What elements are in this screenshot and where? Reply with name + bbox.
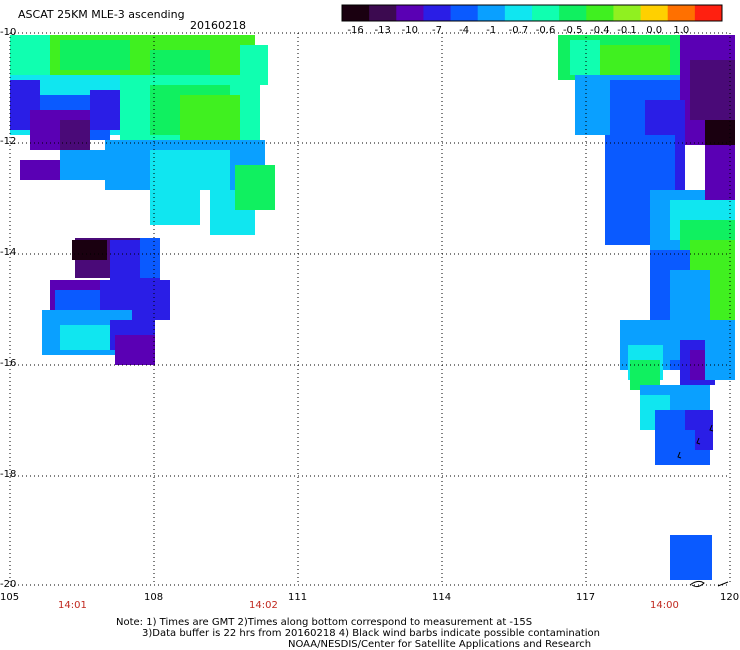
lat-label-18: -18 xyxy=(0,469,17,480)
colorbar-segment xyxy=(532,5,560,21)
colorbar-label: -0.5 xyxy=(562,25,583,36)
colorbar-segment xyxy=(613,5,642,21)
lon-label-117: 117 xyxy=(576,592,596,603)
colorbar-label: -0.1 xyxy=(617,25,637,36)
colorbar-segment xyxy=(694,5,723,21)
swath-cell xyxy=(150,185,200,225)
swath-cell xyxy=(10,35,50,80)
coastline xyxy=(689,580,705,588)
wind-barb xyxy=(696,437,701,445)
time-label-left: 14:01 xyxy=(58,600,87,611)
swath-cell xyxy=(10,35,255,75)
swath-cell xyxy=(235,165,275,210)
swath-cell xyxy=(20,160,70,180)
lat-label-10: -10 xyxy=(0,27,17,38)
wind-barb xyxy=(677,451,682,459)
colorbar-frame xyxy=(341,4,723,22)
colorbar-segment xyxy=(667,5,696,21)
time-label-right: 14:00 xyxy=(650,600,679,611)
swath-cell xyxy=(570,40,600,75)
colorbar-label: -0.7 xyxy=(508,25,529,36)
swath-cell xyxy=(600,45,670,75)
colorbar-segment xyxy=(396,5,424,21)
map-title: ASCAT 25KM MLE-3 ascending xyxy=(18,8,185,21)
colorbar-segment xyxy=(477,5,506,21)
colorbar-segment xyxy=(504,5,533,21)
lon-label-108: 108 xyxy=(144,592,164,603)
swath-cell xyxy=(670,535,712,580)
colorbar-label: -10 xyxy=(401,25,419,36)
swath-cell xyxy=(690,60,735,120)
note-line-1: Note: 1) Times are GMT 2)Times along bot… xyxy=(116,617,533,628)
swath-cell xyxy=(140,238,160,278)
map-date: 20160218 xyxy=(190,19,246,32)
colorbar-label: -13 xyxy=(374,25,391,36)
swath-cell xyxy=(60,150,105,180)
swath-cell xyxy=(115,335,155,365)
colorbar-segment xyxy=(640,5,669,21)
lon-label-120: 120 xyxy=(720,592,740,603)
colorbar-label: -1 xyxy=(486,25,497,36)
colorbar-segment xyxy=(342,5,370,21)
lat-label-12: -12 xyxy=(0,136,17,147)
swath-cell xyxy=(180,95,240,140)
lon-label-114: 114 xyxy=(432,592,452,603)
colorbar-label: -4 xyxy=(459,25,470,36)
swath-cell xyxy=(60,325,115,350)
swath-cell xyxy=(60,120,90,150)
colorbar-label: -0.6 xyxy=(535,25,556,36)
colorbar-segment xyxy=(369,5,397,21)
coastline xyxy=(717,581,729,587)
swath-cell xyxy=(150,150,230,190)
lat-label-20: -20 xyxy=(0,579,17,590)
note-line-2: 3)Data buffer is 22 hrs from 20160218 4)… xyxy=(142,628,600,639)
colorbar-label: -16 xyxy=(347,25,364,36)
lat-label-14: -14 xyxy=(0,247,17,258)
lat-label-16: -16 xyxy=(0,358,17,369)
colorbar-label: 0.0 xyxy=(646,25,663,36)
swath-cell xyxy=(705,120,735,145)
colorbar-segment xyxy=(423,5,452,21)
lon-label-105: 105 xyxy=(0,592,20,603)
swath-cell xyxy=(705,145,735,200)
swath-cell xyxy=(60,40,130,70)
colorbar-segment xyxy=(559,5,587,21)
note-line-3: NOAA/NESDIS/Center for Satellite Applica… xyxy=(288,639,592,650)
colorbar-label: -0.4 xyxy=(590,25,610,36)
swath-cell xyxy=(655,430,695,465)
wind-barb xyxy=(709,424,714,432)
time-label-middle: 14:02 xyxy=(249,600,278,611)
lon-label-111: 111 xyxy=(288,592,308,603)
colorbar-segment xyxy=(450,5,479,21)
colorbar-segment xyxy=(586,5,614,21)
colorbar-label: -7 xyxy=(432,25,442,36)
swath-cell xyxy=(72,240,107,260)
colorbar-label: 1.0 xyxy=(673,25,690,36)
